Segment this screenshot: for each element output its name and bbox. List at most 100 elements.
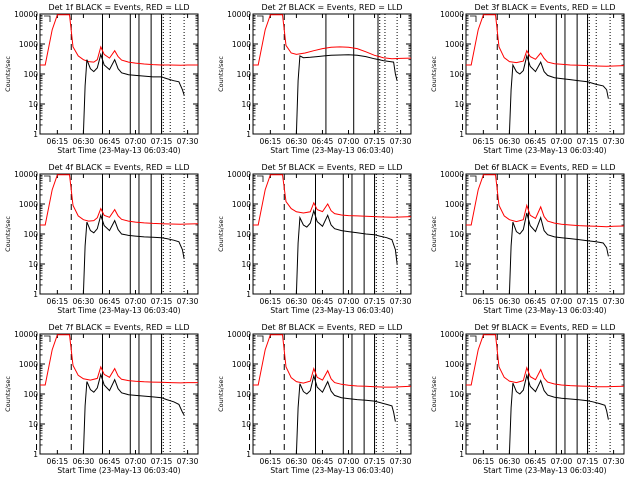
lld-rate-line [40, 14, 198, 66]
x-axis-label: Start Time (23-May-13 06:03:40) [57, 466, 180, 475]
plot-frame [252, 13, 412, 135]
lld-rate-line [253, 334, 412, 388]
corner-marker [257, 15, 264, 22]
y-tick-label: 100 [450, 230, 465, 239]
y-tick-label: 1 [246, 290, 251, 299]
panel-title: Det 8f BLACK = Events, RED = LLD [261, 323, 402, 332]
y-tick-label: 10000 [440, 330, 464, 339]
x-tick-label: 07:00 [551, 457, 573, 466]
y-tick-label: 1000 [232, 200, 251, 209]
y-tick-label: 10000 [227, 10, 251, 19]
y-tick-label: 10000 [227, 170, 251, 179]
x-tick-label: 06:30 [286, 137, 308, 146]
detector-panel: Det 3f BLACK = Events, RED = LLD 1 10 100 10… [430, 3, 625, 155]
corner-marker [257, 175, 264, 182]
y-tick-label: 100 [24, 70, 39, 79]
corner-marker [44, 15, 51, 22]
lld-rate-line [253, 174, 412, 226]
x-tick-label: 07:00 [338, 137, 360, 146]
y-tick-label: 100 [237, 230, 252, 239]
x-tick-label: 06:45 [312, 137, 334, 146]
panel-title: Det 1f BLACK = Events, RED = LLD [48, 3, 189, 12]
y-tick-label: 10 [241, 420, 251, 429]
x-tick-label: 07:30 [177, 457, 199, 466]
plot-frame [252, 173, 412, 295]
x-tick-label: 06:30 [499, 137, 521, 146]
lld-rate-line [40, 174, 199, 226]
x-tick-label: 07:00 [125, 137, 147, 146]
x-axis-label: Start Time (23-May-13 06:03:40) [483, 146, 606, 155]
y-tick-label: 10000 [14, 170, 38, 179]
y-axis-label: Counts/sec [430, 216, 438, 252]
y-tick-label: 10000 [14, 330, 38, 339]
x-tick-label: 07:00 [338, 297, 360, 306]
plot-frame [39, 173, 199, 295]
detector-panel: Det 6f BLACK = Events, RED = LLD 1 10 100 10… [430, 163, 625, 315]
y-tick-label: 1000 [19, 200, 38, 209]
y-tick-label: 10000 [440, 10, 464, 19]
plot-frame [465, 173, 625, 295]
x-axis-label: Start Time (23-May-13 06:03:40) [270, 146, 393, 155]
y-tick-label: 100 [237, 70, 252, 79]
x-tick-label: 06:30 [499, 457, 521, 466]
events-rate-line [82, 52, 185, 135]
x-tick-label: 06:45 [99, 137, 121, 146]
y-tick-label: 1000 [445, 360, 464, 369]
panel-title: Det 7f BLACK = Events, RED = LLD [48, 323, 189, 332]
y-tick-label: 1 [459, 450, 464, 459]
y-tick-label: 10 [454, 100, 464, 109]
x-tick-label: 06:15 [47, 137, 69, 146]
y-tick-label: 10 [241, 100, 251, 109]
y-tick-label: 10000 [14, 10, 38, 19]
panel-title: Det 2f BLACK = Events, RED = LLD [261, 3, 402, 12]
y-axis-label: Counts/sec [4, 56, 12, 92]
y-tick-label: 1000 [445, 40, 464, 49]
plot-frame [465, 333, 625, 455]
x-tick-label: 07:30 [390, 137, 412, 146]
corner-marker [470, 335, 477, 342]
x-tick-label: 07:15 [151, 457, 173, 466]
x-tick-label: 06:15 [473, 297, 495, 306]
x-axis-label: Start Time (23-May-13 06:03:40) [483, 466, 606, 475]
x-tick-label: 06:45 [99, 297, 121, 306]
events-rate-line [82, 213, 185, 295]
x-tick-label: 07:15 [364, 297, 386, 306]
lld-rate-line [40, 334, 198, 386]
x-tick-label: 06:15 [473, 137, 495, 146]
y-tick-label: 1000 [19, 360, 38, 369]
x-tick-label: 06:30 [73, 137, 95, 146]
x-tick-label: 07:15 [577, 457, 599, 466]
corner-marker [470, 175, 477, 182]
y-tick-label: 1 [33, 290, 38, 299]
x-tick-label: 07:30 [177, 137, 199, 146]
x-tick-label: 07:30 [603, 297, 625, 306]
x-tick-label: 07:00 [338, 457, 360, 466]
plot-frame [252, 333, 412, 455]
x-axis-label: Start Time (23-May-13 06:03:40) [483, 306, 606, 315]
y-tick-label: 100 [24, 390, 39, 399]
y-axis-label: Counts/sec [4, 376, 12, 412]
detector-panel: Det 1f BLACK = Events, RED = LLD 1 10 100 10… [4, 3, 199, 155]
x-tick-label: 06:30 [499, 297, 521, 306]
panel-title: Det 6f BLACK = Events, RED = LLD [474, 163, 615, 172]
x-axis-label: Start Time (23-May-13 06:03:40) [270, 306, 393, 315]
y-tick-label: 10000 [227, 330, 251, 339]
y-tick-label: 1000 [232, 360, 251, 369]
y-tick-label: 10 [28, 420, 38, 429]
detector-panel: Det 8f BLACK = Events, RED = LLD 1 10 100 10… [217, 323, 412, 475]
y-tick-label: 1 [246, 450, 251, 459]
x-tick-label: 07:00 [551, 297, 573, 306]
x-tick-label: 06:15 [260, 137, 282, 146]
x-tick-label: 06:45 [525, 457, 547, 466]
events-rate-line [295, 54, 398, 135]
corner-marker [257, 335, 264, 342]
y-axis-label: Counts/sec [217, 216, 225, 252]
x-tick-label: 06:45 [99, 457, 121, 466]
x-tick-label: 07:30 [603, 137, 625, 146]
x-axis-label: Start Time (23-May-13 06:03:40) [57, 306, 180, 315]
y-tick-label: 10 [454, 420, 464, 429]
x-tick-label: 07:15 [151, 137, 173, 146]
y-axis-label: Counts/sec [217, 376, 225, 412]
y-axis-label: Counts/sec [430, 376, 438, 412]
